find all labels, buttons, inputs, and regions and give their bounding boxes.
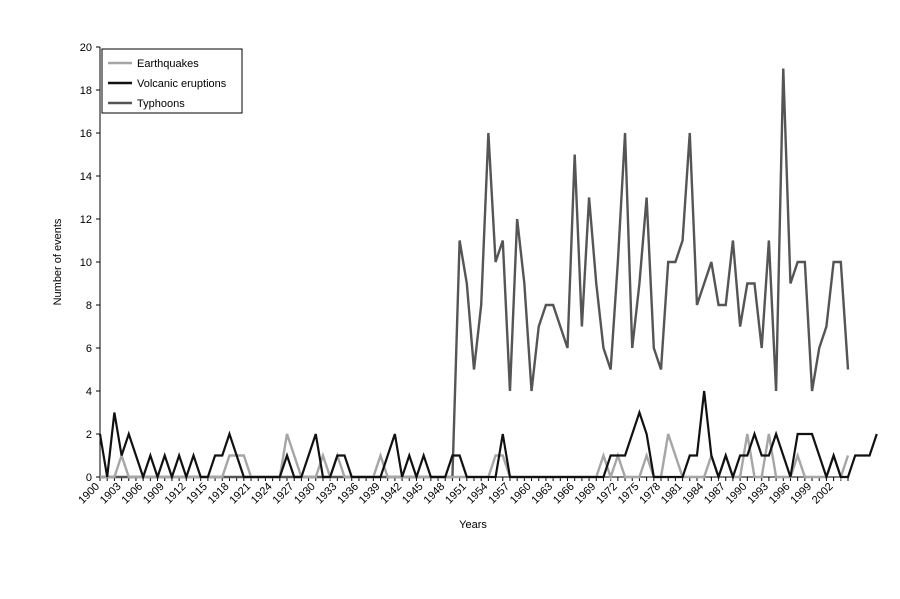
x-tick-label: 1951 <box>443 481 469 507</box>
x-tick-label: 1960 <box>508 481 534 507</box>
x-tick-label: 1924 <box>249 481 275 507</box>
y-tick-label: 12 <box>80 214 92 226</box>
x-tick-label: 1945 <box>400 481 426 507</box>
x-tick-label: 1918 <box>206 481 232 507</box>
x-tick-label: 1981 <box>659 481 685 507</box>
x-tick-label: 1957 <box>486 481 512 507</box>
x-tick-label: 1939 <box>357 481 383 507</box>
y-tick-label: 6 <box>86 343 92 355</box>
x-tick-label: 1996 <box>767 481 793 507</box>
legend-label: Typhoons <box>137 98 185 110</box>
legend-label: Earthquakes <box>137 58 199 70</box>
x-tick-label: 1909 <box>141 481 167 507</box>
x-tick-label: 1915 <box>184 481 210 507</box>
x-tick-label: 1954 <box>465 481 491 507</box>
y-tick-label: 18 <box>80 85 92 97</box>
x-tick-label: 1969 <box>573 481 599 507</box>
x-tick-label: 1999 <box>788 481 814 507</box>
y-tick-label: 10 <box>80 257 92 269</box>
x-tick-label: 1948 <box>422 481 448 507</box>
x-tick-label: 1936 <box>335 481 361 507</box>
x-tick-label: 1942 <box>378 481 404 507</box>
x-tick-label: 1900 <box>76 481 102 507</box>
x-tick-label: 1990 <box>724 481 750 507</box>
y-tick-label: 2 <box>86 429 92 441</box>
x-tick-label: 1987 <box>702 481 728 507</box>
series-line-volcanic-eruptions <box>98 390 878 481</box>
x-tick-label: 1906 <box>119 481 145 507</box>
x-tick-label: 1966 <box>551 481 577 507</box>
x-tick-label: 1984 <box>680 481 706 507</box>
x-tick-label: 1903 <box>98 481 124 507</box>
x-tick-label: 1975 <box>616 481 642 507</box>
x-tick-label: 1972 <box>594 481 620 507</box>
x-tick-label: 1912 <box>163 481 189 507</box>
legend: Earthquakes Volcanic eruptions Typhoons <box>101 48 243 114</box>
series-line-typhoons <box>100 68 850 479</box>
x-tick-label: 1978 <box>637 481 663 507</box>
y-tick-label: 8 <box>86 300 92 312</box>
x-tick-label: 1963 <box>529 481 555 507</box>
x-axis-title: Years <box>459 519 487 531</box>
y-tick-label: 4 <box>86 386 92 398</box>
x-tick-label: 2002 <box>810 481 836 507</box>
x-tick-label: 1921 <box>227 481 253 507</box>
y-tick-label: 20 <box>80 42 92 54</box>
x-tick-label: 1993 <box>745 481 771 507</box>
x-tick-label: 1927 <box>271 481 297 507</box>
y-tick-label: 0 <box>86 472 92 484</box>
series-layer <box>98 68 878 481</box>
y-tick-label: 16 <box>80 128 92 140</box>
x-tick-label: 1933 <box>314 481 340 507</box>
y-tick-label: 14 <box>80 171 92 183</box>
x-tick-label: 1930 <box>292 481 318 507</box>
y-axis-title: Number of events <box>52 218 64 305</box>
legend-label: Volcanic eruptions <box>137 78 227 90</box>
